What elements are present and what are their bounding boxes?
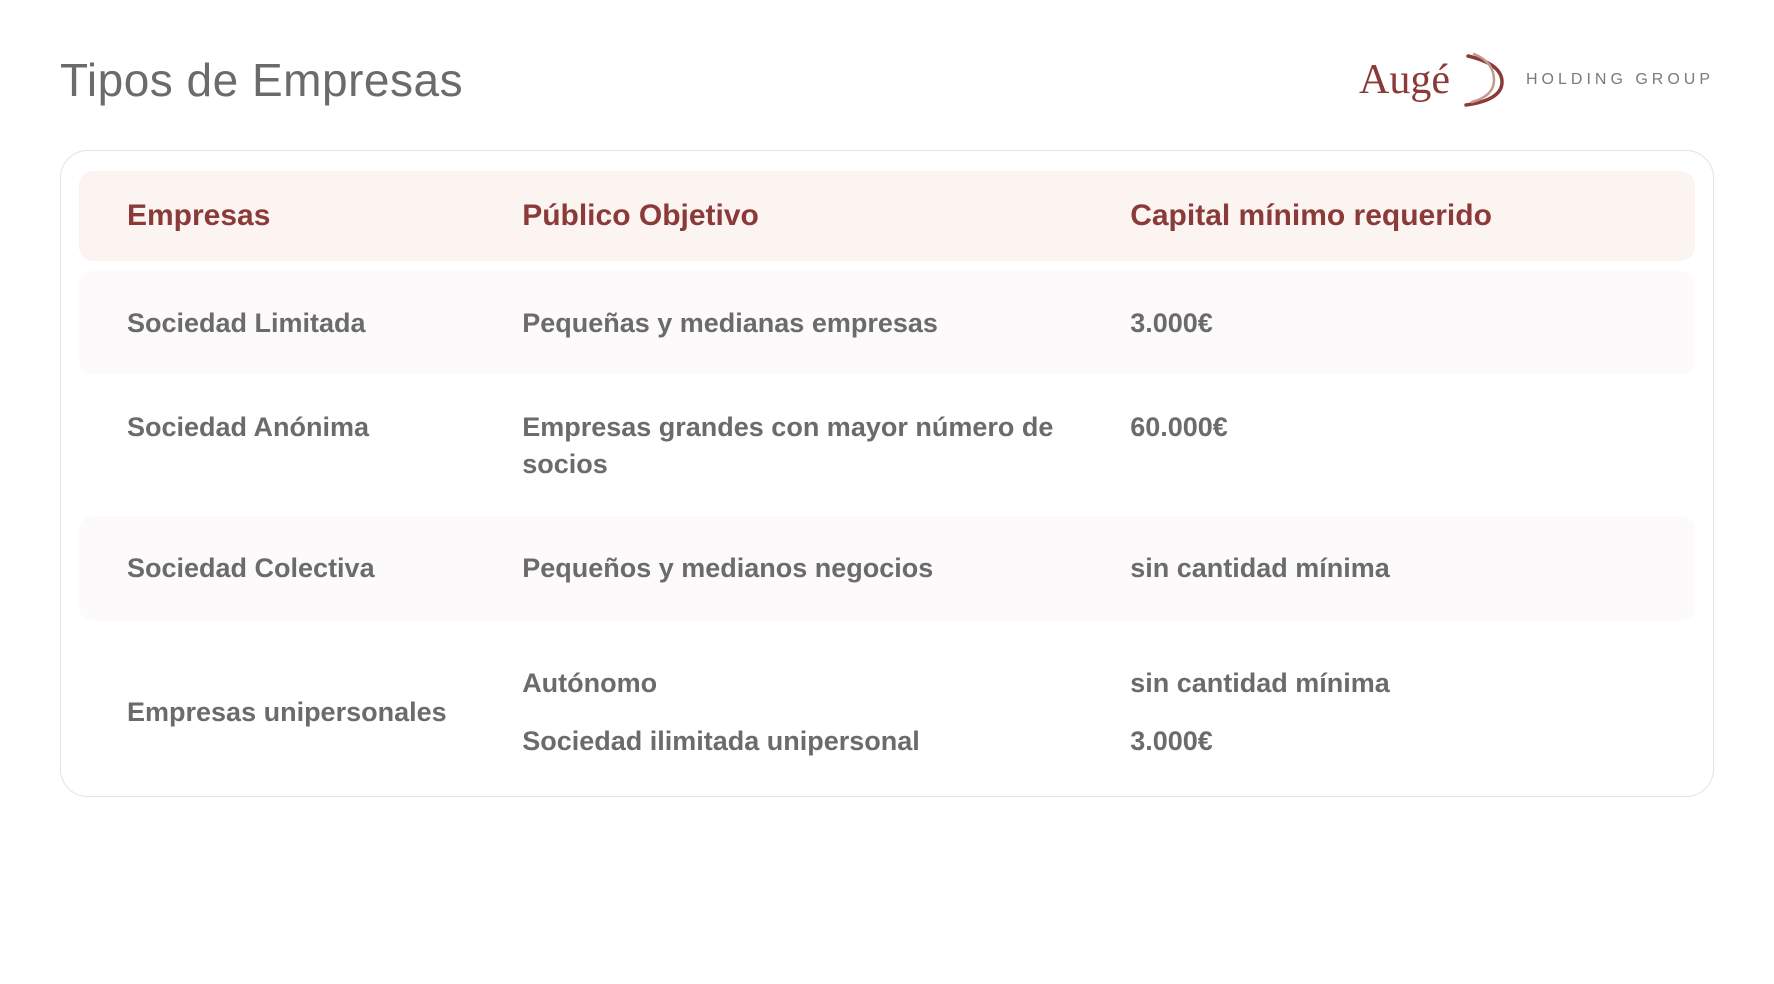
cell-publico-line: Autónomo	[522, 665, 1100, 701]
table-row: Sociedad ColectivaPequeños y medianos ne…	[79, 516, 1695, 620]
cell-publico: Pequeñas y medianas empresas	[522, 305, 1130, 341]
cell-capital: sin cantidad mínima 3.000€	[1130, 665, 1647, 760]
col-header-capital: Capital mínimo requerido	[1130, 199, 1647, 233]
brand-swoosh-icon	[1460, 50, 1510, 110]
cell-empresa: Sociedad Colectiva	[127, 550, 522, 586]
cell-publico-line: Sociedad ilimitada unipersonal	[522, 723, 1100, 759]
cell-publico: Autónomo Sociedad ilimitada unipersonal	[522, 665, 1130, 760]
cell-capital: 3.000€	[1130, 305, 1647, 341]
col-header-empresas: Empresas	[127, 199, 522, 233]
cell-capital-line: 3.000€	[1130, 723, 1647, 759]
table-row: Sociedad LimitadaPequeñas y medianas emp…	[79, 271, 1695, 375]
cell-publico: Pequeños y medianos negocios	[522, 550, 1130, 586]
cell-capital: sin cantidad mínima	[1130, 550, 1647, 586]
cell-capital: 60.000€	[1130, 409, 1647, 445]
brand-logo: Augé HOLDING GROUP	[1359, 50, 1714, 110]
cell-empresa: Empresas unipersonales	[127, 694, 522, 730]
table-header-row: Empresas Público Objetivo Capital mínimo…	[79, 171, 1695, 261]
table-body: Sociedad LimitadaPequeñas y medianas emp…	[79, 271, 1695, 770]
brand-tagline: HOLDING GROUP	[1526, 71, 1714, 89]
header-row: Tipos de Empresas Augé HOLDING GROUP	[60, 50, 1714, 110]
page-title: Tipos de Empresas	[60, 53, 463, 107]
col-header-publico: Público Objetivo	[522, 199, 1130, 233]
brand-name: Augé	[1359, 56, 1450, 104]
companies-table: Empresas Público Objetivo Capital mínimo…	[60, 150, 1714, 797]
table-row: Sociedad AnónimaEmpresas grandes con may…	[79, 375, 1695, 516]
cell-empresa: Sociedad Limitada	[127, 305, 522, 341]
cell-empresa: Sociedad Anónima	[127, 409, 522, 445]
cell-publico: Empresas grandes con mayor número de soc…	[522, 409, 1130, 482]
cell-capital-line: sin cantidad mínima	[1130, 665, 1647, 701]
table-row: Empresas unipersonalesAutónomo Sociedad i…	[79, 621, 1695, 770]
